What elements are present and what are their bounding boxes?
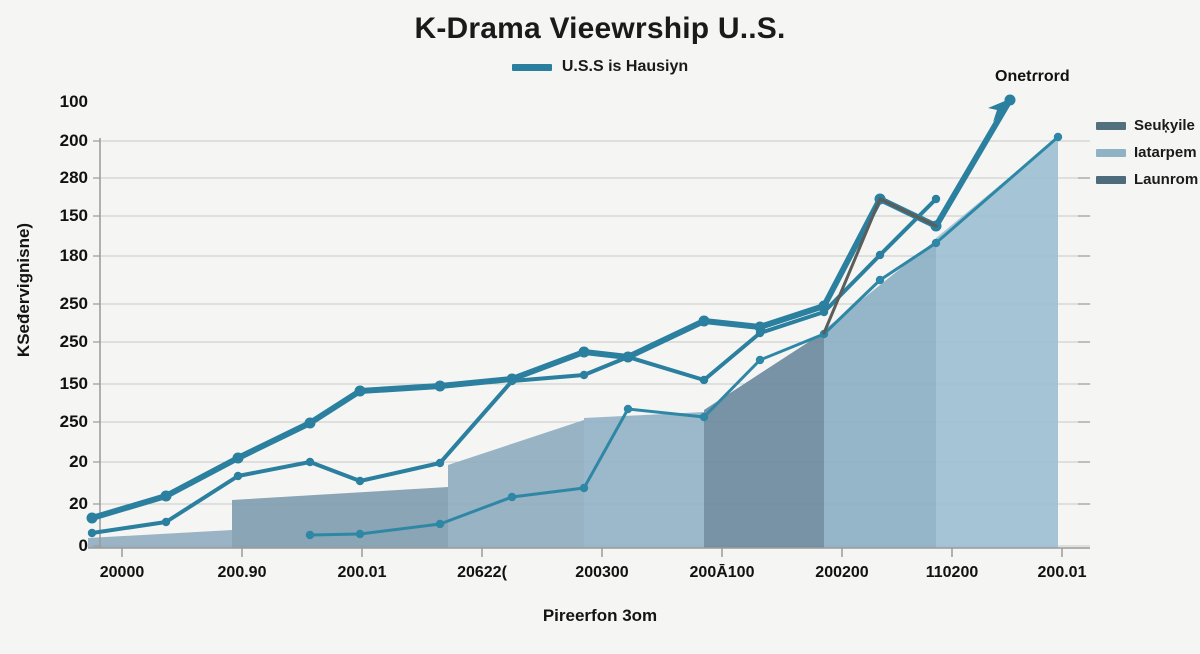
x-tick-label: 200.01 bbox=[337, 564, 387, 581]
x-tick-label: 200.90 bbox=[217, 564, 267, 581]
page-title: K-Drama Vieewrship U..S. bbox=[414, 12, 786, 45]
legend-item[interactable]: Seuķyile bbox=[1096, 112, 1198, 139]
legend-item-label: Launrom bbox=[1134, 171, 1199, 188]
legend-swatch-icon bbox=[511, 63, 552, 71]
axis-lines bbox=[88, 138, 1090, 557]
y-tick-label: 250 bbox=[59, 294, 88, 313]
x-tick-label: 200Ā100 bbox=[689, 564, 755, 581]
annotation-arrow-icon bbox=[988, 98, 1012, 122]
area-bands bbox=[88, 137, 1058, 548]
legend-color-icon bbox=[1096, 121, 1126, 130]
y-tick-label: 180 bbox=[59, 246, 88, 265]
chart-annotation: Onetɾrord bbox=[995, 68, 1070, 85]
legend[interactable]: Seuķyile Iatarpem Launrom bbox=[1096, 112, 1198, 193]
y-tick-label: 20 bbox=[69, 494, 88, 513]
y-tick-label: 250 bbox=[59, 412, 88, 431]
legend-item[interactable]: Iatarpem bbox=[1096, 139, 1198, 166]
legend-item-label: Iatarpem bbox=[1134, 144, 1197, 161]
x-tick-label: 200.01 bbox=[1037, 564, 1087, 581]
x-tick-label: 200300 bbox=[575, 564, 629, 581]
legend-item[interactable]: Launrom bbox=[1096, 166, 1198, 193]
y-tick-label: 100 bbox=[59, 92, 88, 111]
legend-color-icon bbox=[1096, 175, 1126, 184]
x-tick-label: 20000 bbox=[99, 564, 145, 581]
y-axis-ticks: 100 200 280 150 180 250 250 150 250 20 2… bbox=[18, 0, 88, 654]
y-tick-label: 20 bbox=[69, 452, 88, 471]
legend-item-label: Seuķyile bbox=[1134, 117, 1195, 134]
subtitle-legend-label: U.S.S is Hausiyn bbox=[561, 58, 689, 75]
y-tick-label: 280 bbox=[59, 168, 88, 187]
x-tick-label: 200200 bbox=[815, 564, 869, 581]
x-tick-label: 20622( bbox=[457, 564, 507, 581]
y-tick-label: 200 bbox=[59, 131, 88, 150]
y-tick-label: 150 bbox=[59, 374, 88, 393]
y-tick-label: 0 bbox=[78, 536, 88, 555]
y-tick-label: 250 bbox=[59, 332, 88, 351]
legend-color-icon bbox=[1096, 148, 1126, 157]
y-tick-label: 150 bbox=[59, 206, 88, 225]
subtitle-legend: U.S.S is Hausiyn bbox=[0, 58, 1200, 76]
x-tick-label: 110200 bbox=[925, 564, 979, 581]
x-axis-title: Pireerfon 3om bbox=[542, 606, 658, 625]
line-series bbox=[86, 94, 1063, 540]
